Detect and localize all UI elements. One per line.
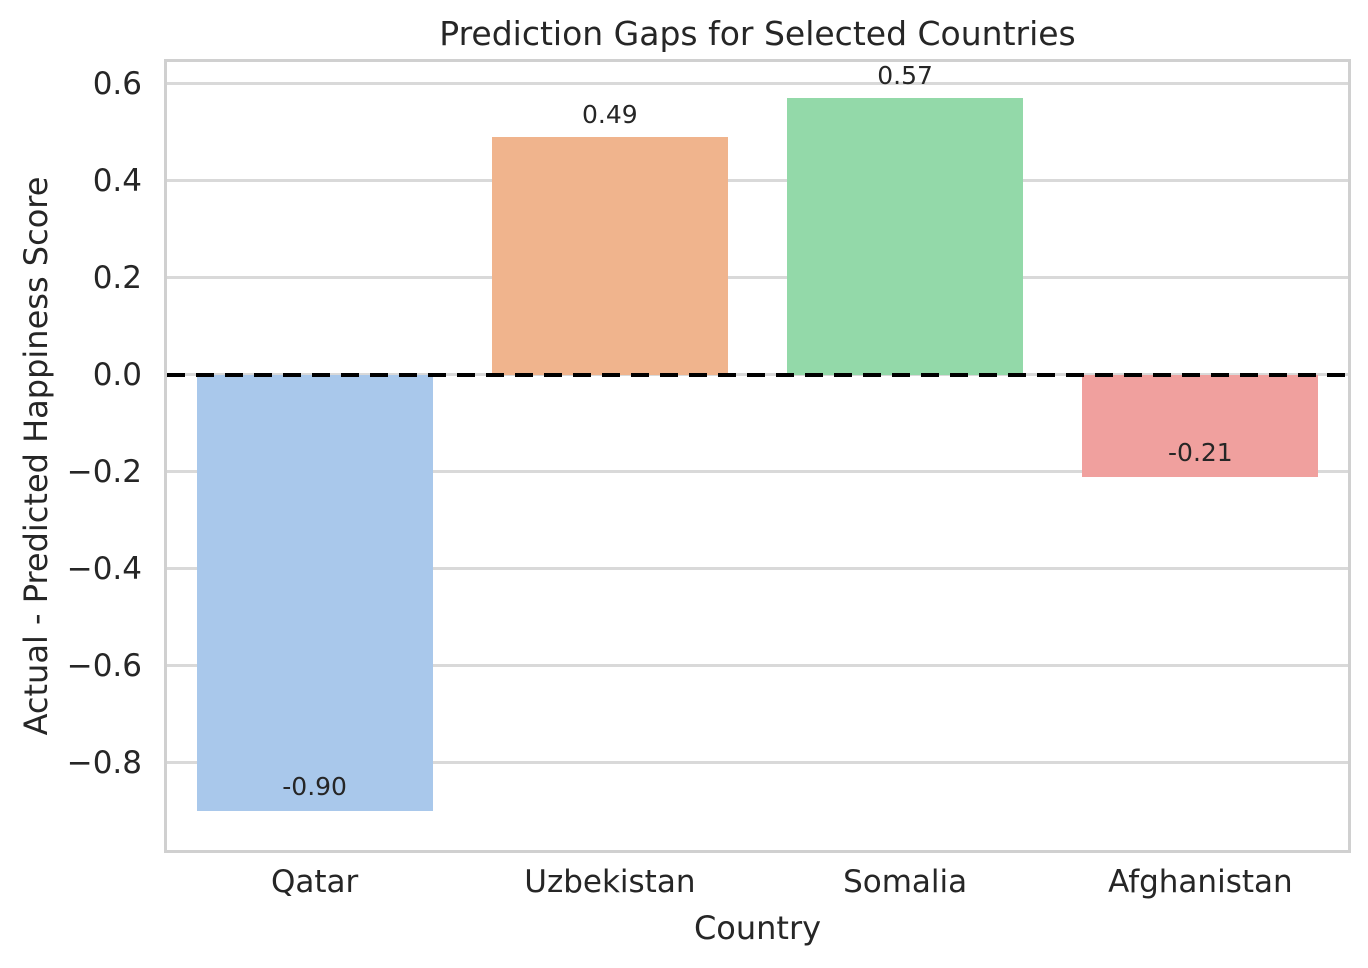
gridline xyxy=(167,470,1348,474)
y-tick-label: 0.6 xyxy=(92,65,142,102)
y-tick-label: −0.2 xyxy=(66,453,142,490)
bar-uzbekistan xyxy=(491,137,728,375)
plot-area: -0.90 0.49 0.57 -0.21 xyxy=(164,59,1351,853)
gridline xyxy=(167,276,1348,280)
chart-title: Prediction Gaps for Selected Countries xyxy=(439,14,1076,53)
y-tick-label: 0.4 xyxy=(92,162,142,199)
y-tick-label: 0.0 xyxy=(92,356,142,393)
y-tick-label: −0.4 xyxy=(66,550,142,587)
bar-value-label: 0.57 xyxy=(877,61,933,91)
y-tick-label: −0.8 xyxy=(66,744,142,781)
gridline xyxy=(167,567,1348,571)
zero-reference-line xyxy=(167,372,1348,377)
bar-value-label: 0.49 xyxy=(582,100,638,130)
gridline xyxy=(167,664,1348,668)
y-tick-label: −0.6 xyxy=(66,647,142,684)
bar-somalia xyxy=(787,98,1024,375)
x-tick-label: Qatar xyxy=(270,864,359,900)
bar-value-label: -0.90 xyxy=(282,772,347,802)
x-tick-label: Uzbekistan xyxy=(524,864,696,900)
bar-afghanistan xyxy=(1082,374,1319,477)
x-tick-label: Somalia xyxy=(843,864,968,900)
bar-value-label: -0.21 xyxy=(1168,437,1233,467)
gridline xyxy=(167,761,1348,765)
gridline xyxy=(167,179,1348,183)
y-tick-label: 0.2 xyxy=(92,259,142,296)
gridline xyxy=(167,82,1348,86)
x-tick-label: Afghanistan xyxy=(1108,864,1293,900)
x-axis-label: Country xyxy=(693,909,822,947)
bar-qatar xyxy=(196,374,433,812)
